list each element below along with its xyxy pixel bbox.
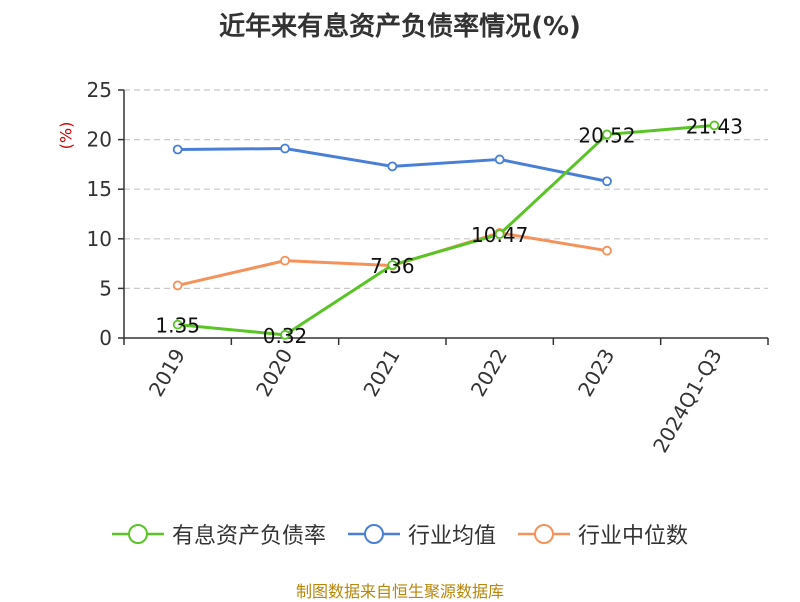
legend-label: 行业均值 [407,524,496,549]
data-point [172,319,183,330]
data-point [494,154,505,165]
legend: 有息资产负债率 行业均值 行业中位数 [0,518,800,550]
data-point [387,161,398,172]
data-point [709,120,720,131]
legend-swatch-icon [518,524,570,544]
line-chart: 0 5 10 15 20 25 2019 2020 2021 2022 2023 2024Q1-Q3 1… [87,78,769,457]
legend-item[interactable]: 有息资产负债率 [111,518,326,550]
x-tick-label: 2020 [251,345,297,401]
data-point [280,329,290,340]
y-tick-label: 5 [99,276,112,300]
data-point [280,255,290,266]
legend-item[interactable]: 行业均值 [347,518,496,550]
data-point [602,245,612,256]
x-tick-label: 2019 [144,345,190,401]
legend-label: 行业中位数 [578,524,689,549]
legend-swatch-icon [347,524,400,544]
data-point [280,143,290,154]
x-tick-label: 2023 [573,345,619,401]
y-tick-label: 20 [87,128,112,152]
y-tick-label: 15 [87,177,112,201]
data-point [494,229,505,240]
legend-item[interactable]: 行业中位数 [518,518,688,550]
x-tick-label: 2022 [466,344,512,400]
data-point [602,129,612,140]
y-tick-label: 25 [87,78,112,102]
data-point [602,176,612,187]
data-point [172,280,183,291]
data-label: 7.36 [370,254,415,278]
legend-swatch-icon [111,524,164,544]
x-tick-label: 2021 [358,345,404,401]
data-label: 20.52 [578,123,635,147]
data-label: 21.43 [686,114,743,138]
series-line [177,123,715,337]
y-tick-label: 0 [99,326,112,350]
chart-title: 近年来有息资产负债率情况(%) [219,12,581,42]
source-note: 制图数据来自恒生聚源数据库 [295,582,504,601]
y-tick-label: 10 [87,227,112,251]
data-label: 1.35 [155,314,200,338]
data-label: 10.47 [471,223,528,247]
data-point [172,144,183,155]
data-label: 0.32 [263,324,308,348]
data-point [387,260,398,270]
legend-label: 有息资产负债率 [171,524,326,549]
x-tick-label: 2024Q1-Q3 [648,345,727,457]
